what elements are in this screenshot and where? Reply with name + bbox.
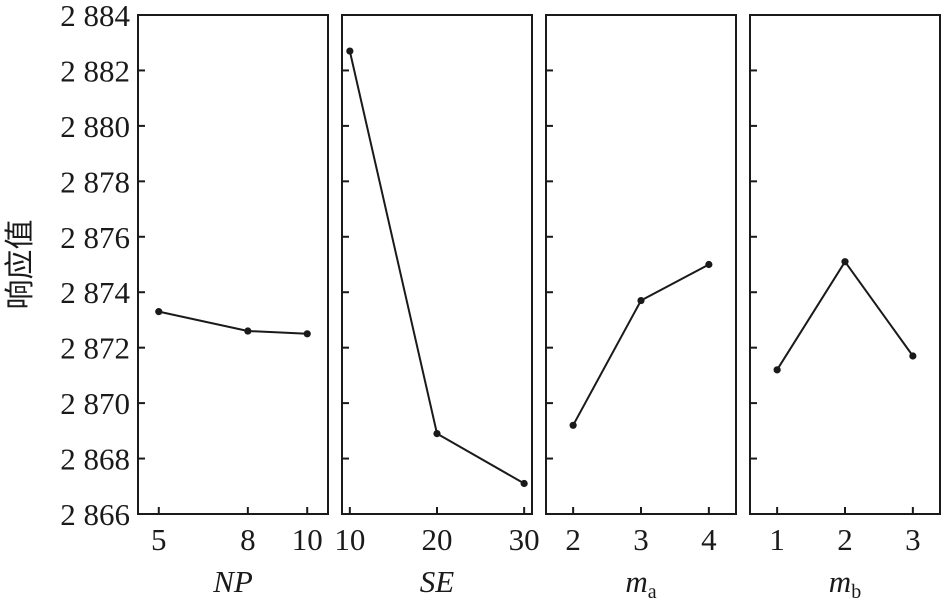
x-axis-label-main: m: [829, 564, 851, 599]
panel-frame: [137, 14, 329, 515]
x-tick-label: 1: [769, 522, 785, 557]
y-tick-label: 2 876: [60, 220, 130, 255]
y-axis-title: 响应值: [4, 220, 37, 310]
series-line: [348, 50, 525, 485]
y-axis-ticks: 2 866 2 868 2 870 2 872 2 874 2 876 2 878 2 880…: [60, 0, 130, 532]
y-tick-label: 2 878: [60, 164, 130, 199]
x-axis-label: NP: [212, 564, 253, 599]
x-axis-label: SE: [420, 564, 455, 599]
y-tick-label: 2 880: [60, 109, 130, 144]
y-axis-label: 响应值: [4, 220, 37, 310]
x-tick-label: 10: [292, 522, 323, 557]
y-tick-label: 2 874: [60, 275, 130, 310]
x-axis-label-main: NP: [212, 564, 253, 599]
data-point: [841, 258, 849, 266]
data-point: [303, 330, 311, 338]
panel-frame: [341, 14, 533, 515]
data-point: [244, 327, 252, 335]
x-axis-label-subscript: b: [851, 581, 861, 603]
y-tick-label: 2 882: [60, 53, 130, 88]
x-tick-label: 8: [240, 522, 256, 557]
data-point: [637, 296, 645, 305]
x-tick-label: 20: [422, 522, 453, 557]
x-axis-label-subscript: a: [648, 581, 657, 603]
y-tick-label: 2 866: [60, 497, 130, 532]
data-point: [569, 421, 577, 429]
panel-3: 2 3 4 ma: [545, 14, 737, 603]
x-tick-label: 10: [334, 522, 365, 557]
y-tick-label: 2 884: [60, 0, 130, 33]
x-tick-label: 5: [151, 522, 167, 557]
data-point: [520, 479, 528, 488]
data-point: [346, 47, 354, 55]
y-tick-label: 2 870: [60, 386, 130, 421]
data-point: [909, 352, 917, 360]
y-tick-label: 2 872: [60, 331, 130, 366]
series-line: [158, 310, 308, 335]
x-tick-label: 3: [633, 522, 649, 557]
series-line: [572, 263, 710, 426]
x-tick-label: 30: [509, 522, 540, 557]
x-axis-label: ma: [625, 564, 656, 603]
series-line: [776, 259, 914, 371]
data-point: [773, 366, 781, 374]
x-axis-label: mb: [829, 564, 861, 603]
data-point: [433, 430, 441, 438]
x-tick-label: 4: [701, 522, 717, 557]
x-axis-label-main: SE: [420, 564, 455, 599]
x-tick-label: 2: [837, 522, 853, 557]
panel-2: 10 20 30 SE: [334, 14, 540, 599]
x-axis-label-main: m: [625, 564, 647, 599]
x-tick-label: 3: [905, 522, 921, 557]
data-point: [705, 260, 713, 269]
data-point: [155, 308, 163, 316]
panel-1: 5 8 10 NP: [137, 14, 329, 599]
x-tick-label: 2: [565, 522, 581, 557]
panel-4: 1 2 3 mb: [749, 14, 941, 603]
y-tick-label: 2 868: [60, 442, 130, 477]
